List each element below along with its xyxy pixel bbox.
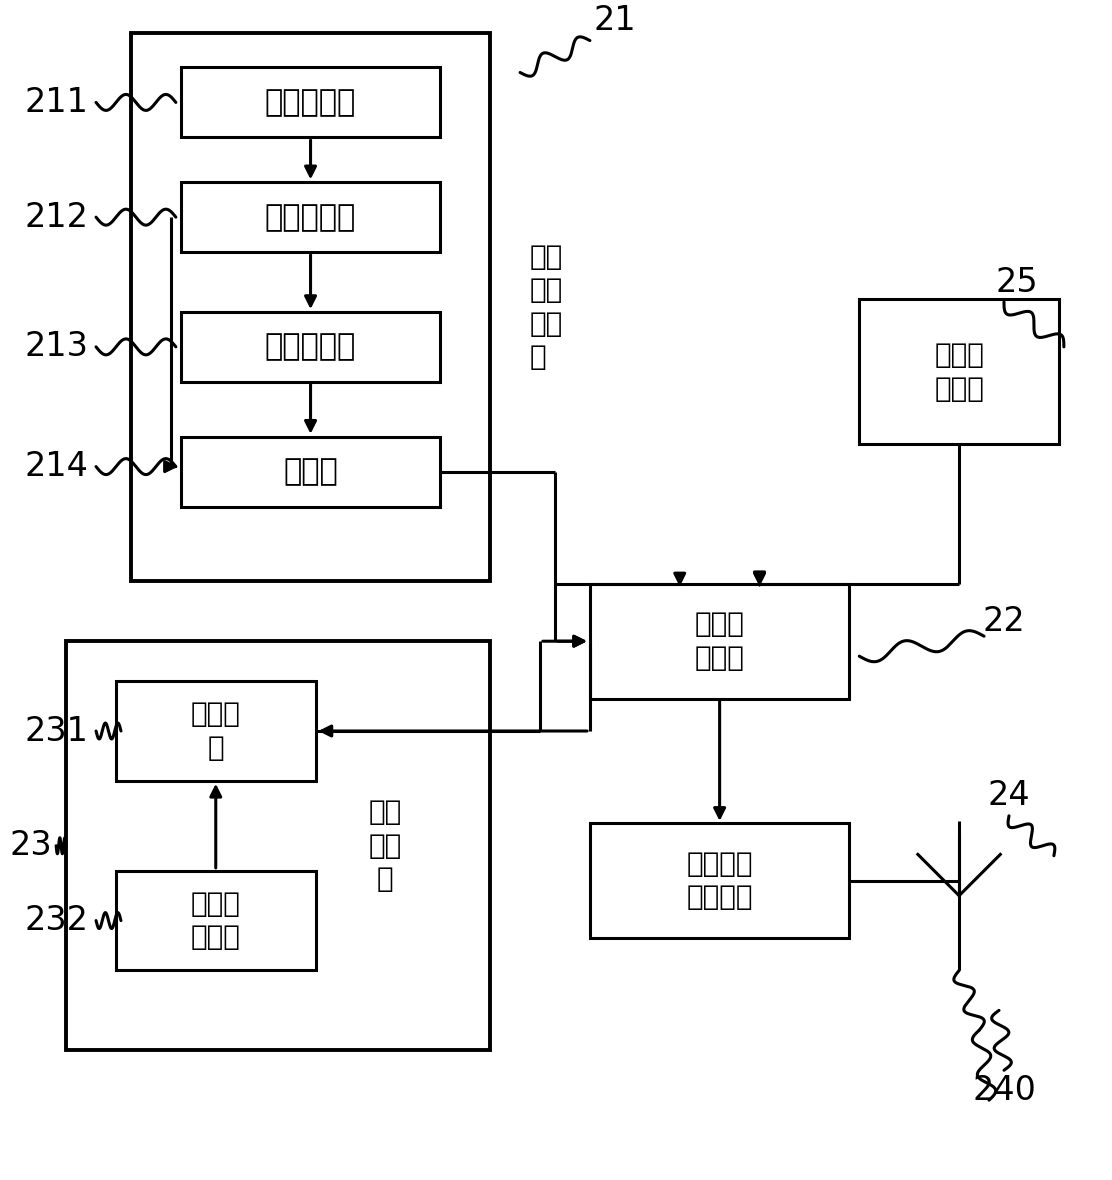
Text: 机械开
启单元: 机械开 启单元 [191,890,240,951]
Text: 触发单
元: 触发单 元 [191,700,240,762]
Polygon shape [181,182,440,253]
Text: 微控制
器模块: 微控制 器模块 [695,610,745,671]
Polygon shape [66,641,490,1050]
Polygon shape [590,824,850,938]
Text: 212: 212 [24,201,88,234]
Text: 23: 23 [10,830,52,863]
Text: 25: 25 [995,266,1039,299]
Text: 比较器: 比较器 [284,457,338,486]
Polygon shape [590,584,850,699]
Polygon shape [116,681,316,781]
Text: 对数放大器: 对数放大器 [265,203,356,231]
Text: 231: 231 [24,715,88,747]
Polygon shape [181,437,440,506]
Text: 240: 240 [972,1074,1036,1107]
Text: 211: 211 [24,86,88,119]
Text: 密码设
置模块: 密码设 置模块 [934,341,984,402]
Text: 232: 232 [24,904,88,937]
Polygon shape [131,33,490,582]
Text: 24: 24 [987,779,1031,812]
Polygon shape [181,312,440,382]
Text: 电控
锁主
体: 电控 锁主 体 [369,798,403,893]
Text: 运算放大器: 运算放大器 [265,333,356,361]
Text: 光电探测器: 光电探测器 [265,88,356,117]
Text: 22: 22 [983,605,1025,637]
Text: 21: 21 [594,4,636,37]
Polygon shape [860,300,1059,444]
Text: 213: 213 [24,330,88,363]
Polygon shape [116,871,316,970]
Text: 无线网络
发射模块: 无线网络 发射模块 [686,850,753,911]
Polygon shape [181,67,440,137]
Text: 214: 214 [24,450,88,483]
Text: 光信
号接
收模
块: 光信 号接 收模 块 [530,243,564,372]
